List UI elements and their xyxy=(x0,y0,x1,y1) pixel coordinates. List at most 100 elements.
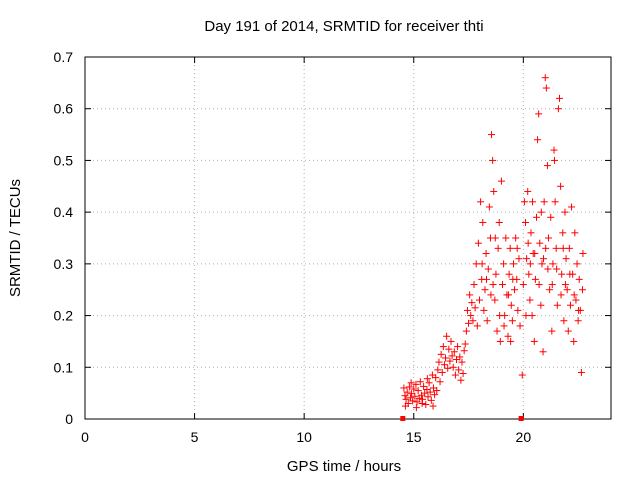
data-point xyxy=(483,317,491,325)
data-point xyxy=(507,301,515,309)
data-point xyxy=(410,385,418,393)
data-point xyxy=(542,84,550,92)
data-point xyxy=(526,296,534,304)
data-point xyxy=(434,366,442,374)
data-point xyxy=(496,312,504,320)
data-point xyxy=(462,327,470,335)
data-point xyxy=(484,265,492,273)
data-point xyxy=(421,389,429,397)
data-point xyxy=(466,291,474,299)
data-point xyxy=(480,306,488,314)
data-point xyxy=(487,291,495,299)
data-point xyxy=(565,244,573,252)
data-point xyxy=(444,364,452,372)
data-point xyxy=(537,208,545,216)
data-point xyxy=(459,369,467,377)
y-tick-label: 0.2 xyxy=(54,308,74,324)
data-point xyxy=(450,348,458,356)
data-point xyxy=(414,387,422,395)
data-point xyxy=(563,286,571,294)
data-point xyxy=(479,218,487,226)
data-point xyxy=(422,401,430,409)
data-point xyxy=(402,395,410,403)
data-point xyxy=(491,234,499,242)
data-point xyxy=(407,379,415,387)
data-point xyxy=(575,306,583,314)
data-point xyxy=(455,366,463,374)
data-point xyxy=(458,358,466,366)
data-point xyxy=(505,270,513,278)
baseline-marker xyxy=(518,416,524,421)
y-tick-label: 0.4 xyxy=(54,204,74,220)
data-point xyxy=(515,255,523,263)
data-point xyxy=(481,286,489,294)
data-point xyxy=(451,371,459,379)
data-point xyxy=(573,260,581,268)
data-point xyxy=(551,198,559,206)
data-points xyxy=(400,74,587,412)
data-point xyxy=(574,317,582,325)
data-point xyxy=(435,358,443,366)
data-point xyxy=(423,375,431,383)
data-point xyxy=(577,368,585,376)
data-point xyxy=(485,203,493,211)
data-point xyxy=(412,404,420,412)
data-point xyxy=(433,387,441,395)
x-tick-label: 20 xyxy=(516,429,532,445)
data-point xyxy=(530,337,538,345)
data-point xyxy=(524,187,532,195)
data-point xyxy=(401,392,409,400)
data-point xyxy=(536,239,544,247)
x-axis-label: GPS time / hours xyxy=(287,458,401,475)
data-point xyxy=(504,291,512,299)
data-point xyxy=(456,353,464,361)
data-point xyxy=(401,402,409,410)
data-point xyxy=(571,229,579,237)
data-point xyxy=(500,260,508,268)
data-point xyxy=(467,312,475,320)
data-point xyxy=(442,354,450,362)
data-point xyxy=(534,136,542,144)
data-point xyxy=(529,198,537,206)
data-point xyxy=(411,392,419,400)
y-tick-label: 0 xyxy=(65,411,73,427)
data-point xyxy=(568,203,576,211)
baseline-marker xyxy=(400,416,406,421)
data-point xyxy=(476,296,483,304)
data-point xyxy=(499,281,507,289)
data-point xyxy=(539,255,547,263)
data-point xyxy=(429,402,437,410)
data-point xyxy=(482,250,490,258)
data-point xyxy=(463,306,471,314)
data-point xyxy=(541,74,549,82)
data-point xyxy=(527,229,535,237)
data-point xyxy=(506,244,514,252)
y-tick-label: 0.6 xyxy=(54,101,74,117)
data-point xyxy=(472,260,480,268)
data-point xyxy=(535,110,543,118)
data-point xyxy=(500,322,508,330)
data-point xyxy=(518,371,526,379)
data-point xyxy=(559,229,567,237)
data-point xyxy=(535,281,543,289)
data-point xyxy=(427,396,435,404)
y-tick-label: 0.7 xyxy=(54,49,74,65)
data-point xyxy=(409,397,417,405)
data-point xyxy=(496,337,504,345)
data-point xyxy=(524,239,532,247)
data-point xyxy=(488,131,496,139)
data-point xyxy=(490,187,498,195)
x-tick-labels: 0 5 10 15 20 xyxy=(81,429,531,445)
data-point xyxy=(558,270,566,278)
data-point xyxy=(523,255,531,263)
data-point xyxy=(566,301,574,309)
data-point xyxy=(570,337,578,345)
data-point xyxy=(477,198,485,206)
data-point xyxy=(483,275,491,283)
data-point xyxy=(493,327,501,335)
data-point xyxy=(424,393,432,401)
data-point xyxy=(405,383,413,391)
data-point xyxy=(526,260,534,268)
y-tick-label: 0.3 xyxy=(54,256,74,272)
data-point xyxy=(557,182,565,190)
